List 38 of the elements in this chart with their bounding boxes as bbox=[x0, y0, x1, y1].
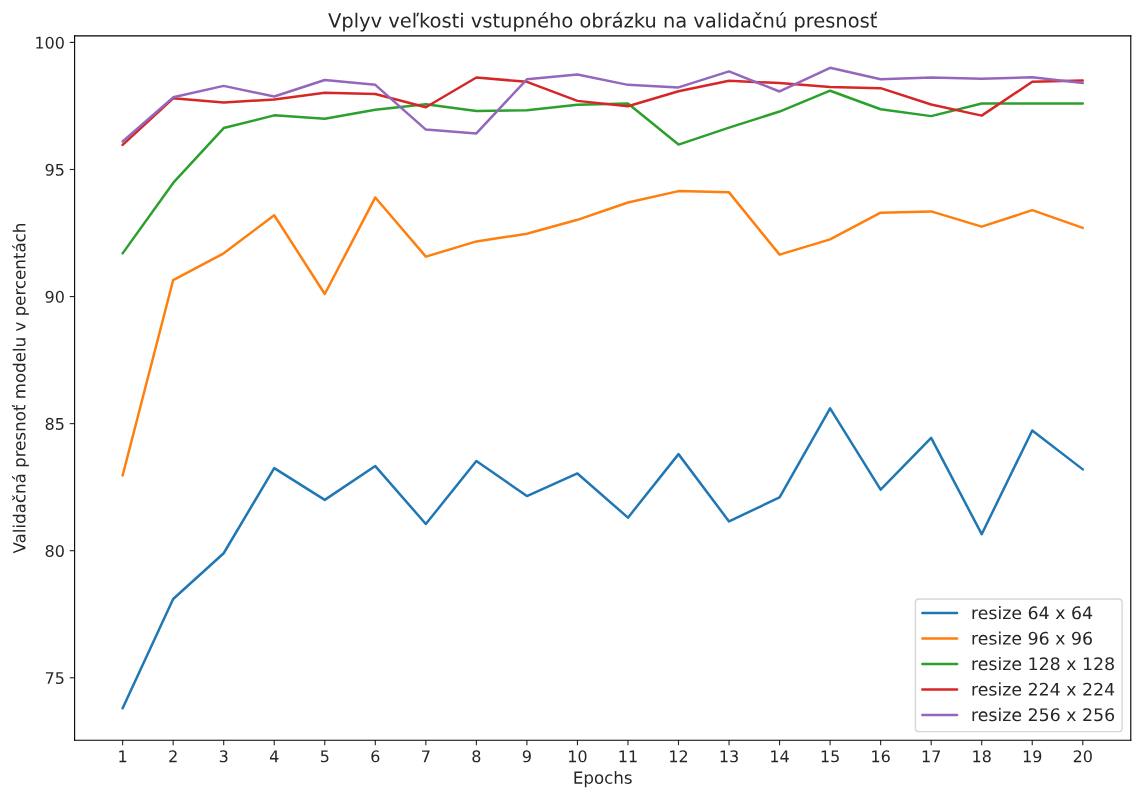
y-tick-label: 80 bbox=[45, 544, 64, 557]
x-tick-label: 16 bbox=[872, 750, 890, 763]
x-tick-label: 4 bbox=[269, 750, 279, 763]
x-tick-label: 20 bbox=[1073, 750, 1092, 763]
x-tick-label: 10 bbox=[569, 750, 587, 763]
x-tick-label: 12 bbox=[670, 750, 688, 763]
x-tick-label: 2 bbox=[169, 750, 177, 763]
legend-label: resize 128 x 128 bbox=[972, 656, 1114, 671]
x-tick-label: 11 bbox=[619, 750, 637, 763]
y-axis-title: Validačná presnoť modelu v percentách bbox=[11, 224, 29, 554]
x-tick-label: 9 bbox=[522, 750, 531, 763]
x-tick-label: 1 bbox=[119, 750, 127, 763]
legend-label: resize 256 x 256 bbox=[972, 707, 1115, 722]
y-tick-label: 100 bbox=[36, 36, 64, 49]
y-tick-label: 75 bbox=[45, 672, 64, 685]
x-tick-label: 19 bbox=[1023, 750, 1042, 763]
x-tick-label: 3 bbox=[219, 750, 228, 763]
line-series bbox=[121, 76, 1085, 147]
x-tick-label: 17 bbox=[922, 750, 940, 763]
line-series bbox=[121, 189, 1085, 477]
x-tick-label: 7 bbox=[422, 750, 430, 763]
x-tick-label: 18 bbox=[973, 750, 991, 763]
line-series bbox=[121, 66, 1085, 143]
y-tick-label: 90 bbox=[45, 290, 64, 303]
legend-label: resize 64 x 64 bbox=[972, 605, 1093, 620]
x-tick-label: 13 bbox=[720, 750, 738, 763]
x-tick-label: 14 bbox=[771, 750, 789, 763]
x-tick-label: 8 bbox=[472, 750, 481, 763]
y-tick-label: 95 bbox=[45, 163, 64, 176]
y-tick-label: 85 bbox=[45, 417, 64, 430]
legend-label: resize 224 x 224 bbox=[972, 682, 1115, 696]
chart-title: Vplyv veľkosti vstupného obrázku na validačnú presnosť bbox=[328, 11, 877, 32]
line-series bbox=[121, 89, 1085, 255]
x-tick-label: 5 bbox=[320, 750, 329, 763]
legend-label: resize 96 x 96 bbox=[972, 631, 1092, 645]
x-tick-label: 6 bbox=[371, 750, 380, 763]
x-axis-title: Epochs bbox=[574, 771, 632, 788]
x-tick-label: 15 bbox=[821, 750, 839, 763]
